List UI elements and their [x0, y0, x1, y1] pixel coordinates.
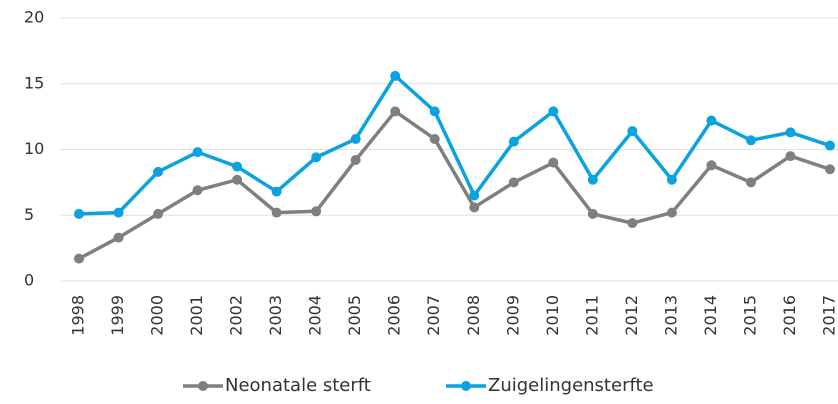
- data-point: [469, 190, 480, 201]
- data-point: [706, 115, 717, 126]
- x-tick-label: 2012: [622, 295, 641, 336]
- data-point: [469, 202, 480, 213]
- x-tick-label: 2006: [385, 295, 404, 336]
- data-point: [113, 207, 124, 218]
- data-point: [785, 151, 796, 162]
- data-point: [311, 152, 322, 163]
- data-point: [587, 174, 598, 185]
- data-point: [271, 186, 282, 197]
- x-tick-label: 2007: [424, 295, 443, 336]
- x-tick-label: 2016: [780, 295, 799, 336]
- data-point: [350, 133, 361, 144]
- x-tick-label: 2003: [266, 295, 285, 336]
- y-tick-label: 20: [24, 8, 44, 27]
- data-point: [548, 106, 559, 117]
- data-point: [825, 140, 835, 151]
- series-line: [78, 108, 831, 261]
- y-tick-label: 5: [24, 205, 34, 224]
- data-point: [508, 177, 519, 188]
- data-point: [153, 208, 164, 219]
- data-point: [232, 174, 243, 185]
- data-point: [271, 207, 282, 218]
- series-line: [78, 73, 831, 216]
- data-point: [785, 127, 796, 138]
- x-tick-label: 2014: [701, 295, 720, 336]
- data-point: [192, 185, 203, 196]
- x-tick-label: 2017: [820, 295, 838, 336]
- data-point: [666, 174, 677, 185]
- x-tick-label: 1999: [108, 295, 127, 336]
- x-tick-label: 2015: [740, 295, 759, 336]
- x-tick-label: 2010: [543, 295, 562, 336]
- legend-label: Neonatale sterft: [225, 375, 371, 396]
- legend-marker: [461, 381, 471, 391]
- data-point: [390, 70, 401, 81]
- legend-marker: [198, 381, 208, 391]
- data-point: [745, 135, 756, 146]
- data-point: [429, 106, 440, 117]
- data-point: [548, 157, 559, 168]
- x-tick-label: 2000: [148, 295, 167, 336]
- x-tick-label: 2005: [345, 295, 364, 336]
- x-tick-label: 2013: [661, 295, 680, 336]
- data-point: [508, 136, 519, 147]
- x-tick-label: 2002: [227, 295, 246, 336]
- data-point: [74, 253, 84, 264]
- data-point: [153, 166, 164, 177]
- x-tick-label: 2011: [582, 295, 601, 336]
- data-point: [745, 177, 756, 188]
- data-point: [311, 206, 322, 217]
- data-point: [825, 164, 835, 175]
- x-tick-label: 2009: [503, 295, 522, 336]
- y-tick-label: 10: [24, 139, 44, 158]
- data-point: [706, 160, 717, 171]
- legend-label: Zuigelingensterfte: [488, 375, 654, 396]
- legend-item: Zuigelingensterfte: [446, 375, 654, 396]
- legend-item: Neonatale sterft: [183, 375, 371, 396]
- x-tick-label: 1998: [69, 295, 88, 336]
- x-tick-label: 2004: [306, 295, 325, 336]
- x-tick-label: 2001: [187, 295, 206, 336]
- y-tick-label: 0: [24, 271, 34, 290]
- data-point: [113, 232, 124, 243]
- data-point: [429, 133, 440, 144]
- data-point: [587, 208, 598, 219]
- data-point: [192, 147, 203, 158]
- data-point: [390, 106, 401, 117]
- data-point: [627, 126, 638, 137]
- y-tick-label: 15: [24, 73, 44, 92]
- data-point: [627, 218, 638, 229]
- x-tick-label: 2008: [464, 295, 483, 336]
- data-point: [666, 207, 677, 218]
- data-point: [350, 155, 361, 166]
- data-point: [232, 161, 243, 172]
- data-point: [74, 208, 84, 219]
